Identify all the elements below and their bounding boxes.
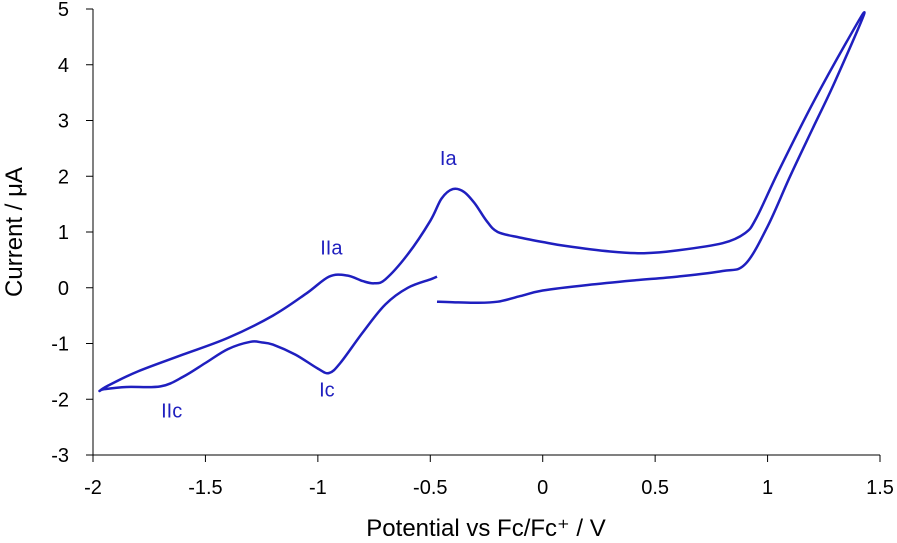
x-tick-label: -1 xyxy=(309,477,327,499)
y-tick-label: 4 xyxy=(58,55,69,77)
peak-label-iia: IIa xyxy=(320,237,343,259)
y-tick-label: -1 xyxy=(51,334,69,356)
y-tick-label: 1 xyxy=(58,222,69,244)
x-tick-label: -0.5 xyxy=(413,477,447,499)
x-tick-label: -2 xyxy=(84,477,102,499)
peak-label-iic: IIc xyxy=(161,401,182,423)
cv-curve-series xyxy=(98,11,866,393)
x-tick-label: -1.5 xyxy=(188,477,222,499)
y-tick-label: 3 xyxy=(58,111,69,133)
x-tick-label: 1.5 xyxy=(866,477,894,499)
y-ticks: 5 4 3 2 1 0 -1 -2 -3 xyxy=(51,0,93,467)
y-tick-label: -2 xyxy=(51,389,69,411)
x-tick-label: 1 xyxy=(762,477,773,499)
x-tick-label: 0 xyxy=(537,477,548,499)
y-axis-title: Current / μA xyxy=(1,167,28,297)
peak-label-ia: Ia xyxy=(440,148,458,170)
x-tick-label: 0.5 xyxy=(641,477,669,499)
y-tick-label: 2 xyxy=(58,166,69,188)
y-tick-label: 0 xyxy=(58,278,69,300)
y-tick-label: 5 xyxy=(58,0,69,21)
x-axis-title: Potential vs Fc/Fc⁺ / V xyxy=(366,515,605,542)
peak-annotations: Ia IIa Ic IIc xyxy=(161,148,457,423)
peak-label-ic: Ic xyxy=(319,379,335,401)
y-tick-label: -3 xyxy=(51,445,69,467)
x-ticks: -2 -1.5 -1 -0.5 0 0.5 1 1.5 xyxy=(84,455,894,499)
